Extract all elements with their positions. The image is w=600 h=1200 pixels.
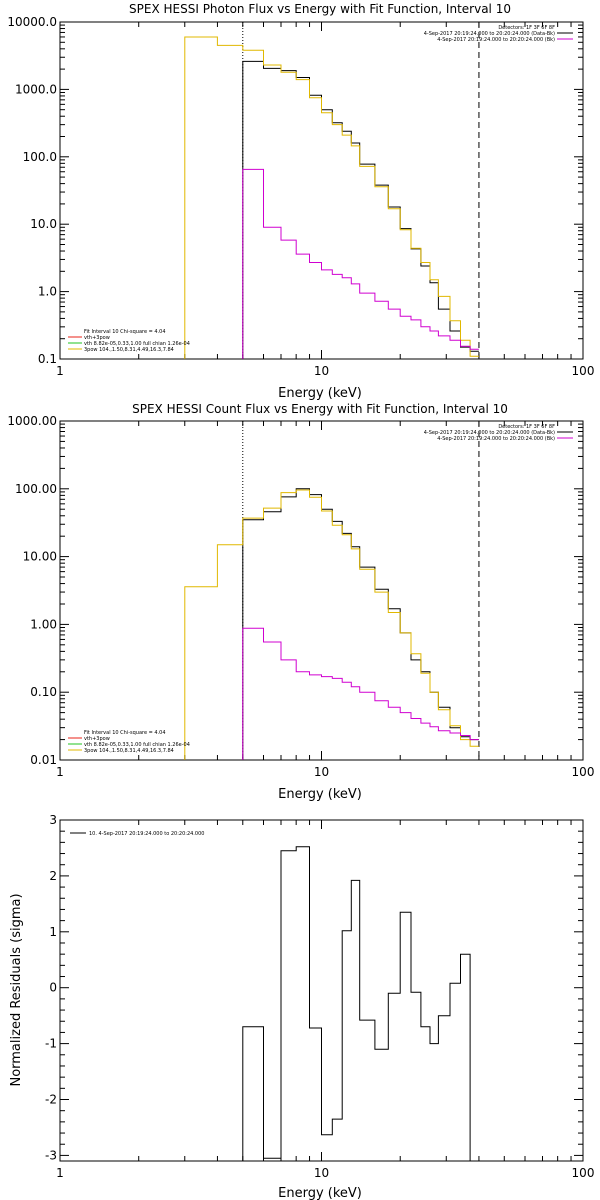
count-flux-ytick-label: 1000.00 bbox=[7, 414, 57, 428]
residuals-ylabel: Normalized Residuals (sigma) bbox=[9, 893, 24, 1086]
photon-flux-panel: SPEX HESSI Photon Flux vs Energy with Fi… bbox=[7, 2, 594, 401]
residuals-xtick-label: 100 bbox=[572, 1166, 595, 1180]
residuals-ytick-label: -3 bbox=[45, 1148, 57, 1162]
count-flux-legend-text: vth+3pow bbox=[84, 736, 110, 742]
residuals-xlabel: Energy (keV) bbox=[278, 1186, 362, 1200]
count-flux-ytick-label: 1.00 bbox=[30, 617, 57, 631]
photon-flux-xlabel: Energy (keV) bbox=[278, 386, 362, 401]
residuals-ytick-label: 1 bbox=[49, 925, 57, 939]
residuals-legend-text: 10. 4-Sep-2017 20:19:24.000 to 20:20:24.… bbox=[89, 831, 204, 837]
count-flux-legend-text: vth 8.82e-05,0.33,1.00 full chian 1.26e-… bbox=[84, 742, 190, 748]
residuals-ytick-label: 2 bbox=[49, 869, 57, 883]
residuals-ytick-label: 3 bbox=[49, 813, 57, 827]
photon-flux-xtick-label: 100 bbox=[572, 364, 595, 378]
count-flux-legend-text: Detectors: 1F 3F 6F 8F bbox=[498, 424, 555, 430]
count-flux-total_fit-step-line bbox=[184, 489, 479, 760]
count-flux-ytick-label: 10.00 bbox=[23, 550, 57, 564]
photon-flux-legend-text: 3pow 104.,1.50,8.31,4.49,16.3,7.84 bbox=[84, 347, 174, 353]
photon-flux-legend-text: vth 8.82e-05,0.33,1.00 full chian 1.26e-… bbox=[84, 341, 190, 347]
residuals-xtick-label: 10 bbox=[314, 1166, 329, 1180]
count-flux-panel: SPEX HESSI Count Flux vs Energy with Fit… bbox=[7, 402, 594, 802]
photon-flux-ytick-label: 10000.0 bbox=[7, 15, 57, 29]
count-flux-ytick-label: 100.00 bbox=[15, 482, 57, 496]
photon-flux-title: SPEX HESSI Photon Flux vs Energy with Fi… bbox=[129, 2, 511, 16]
photon-flux-legend-text: vth+3pow bbox=[84, 335, 110, 341]
residuals-ytick-label: 0 bbox=[49, 981, 57, 995]
residuals-xtick-label: 1 bbox=[56, 1166, 64, 1180]
count-flux-xtick-label: 100 bbox=[572, 765, 595, 779]
photon-flux-ytick-label: 10.0 bbox=[30, 217, 57, 231]
count-flux-legend-text: Fit Interval 10 Chi-square = 4.04 bbox=[84, 730, 166, 736]
photon-flux-xtick-label: 10 bbox=[314, 364, 329, 378]
count-flux-ytick-label: 0.01 bbox=[30, 753, 57, 767]
photon-flux-total_fit-step-line bbox=[184, 36, 479, 359]
count-flux-legend-text: 4-Sep-2017 20:19:24.000 to 20:20:24.000 … bbox=[424, 430, 555, 436]
residuals-ytick-label: -2 bbox=[45, 1093, 57, 1107]
count-flux-title: SPEX HESSI Count Flux vs Energy with Fit… bbox=[132, 402, 508, 416]
count-flux-bk-step-line bbox=[242, 627, 479, 760]
count-flux-legend-text: 4-Sep-2017 20:19:24.000 to 20:20:24.000 … bbox=[437, 436, 555, 442]
photon-flux-legend-text: Detectors: 1F 3F 6F 8F bbox=[498, 25, 555, 31]
photon-flux-ytick-label: 100.0 bbox=[23, 150, 57, 164]
residuals-panel: 1 10 100 -3 -2 -1 0 1 2 3 10. 4-Sep-2017 20:19:24.… bbox=[9, 813, 594, 1200]
count-flux-xlabel: Energy (keV) bbox=[278, 787, 362, 802]
count-flux-xtick-label: 1 bbox=[56, 765, 64, 779]
photon-flux-legend-text: Fit Interval 10 Chi-square = 4.04 bbox=[84, 329, 166, 335]
photon-flux-ytick-label: 1.0 bbox=[38, 285, 57, 299]
residuals-ytick-label: -1 bbox=[45, 1037, 57, 1051]
count-flux-xtick-label: 10 bbox=[314, 765, 329, 779]
photon-flux-legend-text: 4-Sep-2017 20:19:24.000 to 20:20:24.000 … bbox=[424, 31, 555, 37]
photon-flux-xtick-label: 1 bbox=[56, 364, 64, 378]
count-flux-legend-text: 3pow 104.,1.50,8.31,4.49,16.3,7.84 bbox=[84, 748, 174, 754]
photon-flux-legend-text: 4-Sep-2017 20:19:24.000 to 20:20:24.000 … bbox=[437, 37, 555, 43]
residuals-residual-step-line bbox=[242, 846, 479, 1162]
photon-flux-ytick-label: 1000.0 bbox=[15, 82, 57, 96]
photon-flux-bk-step-line bbox=[242, 168, 479, 359]
count-flux-ytick-label: 0.10 bbox=[30, 685, 57, 699]
photon-flux-ytick-label: 0.1 bbox=[38, 352, 57, 366]
